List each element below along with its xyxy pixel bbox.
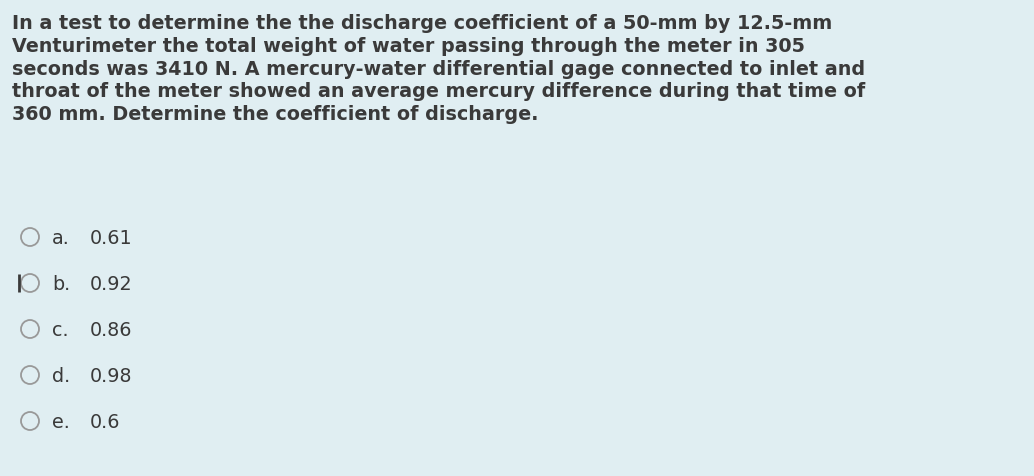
Text: 0.61: 0.61 (90, 228, 132, 247)
Text: 0.92: 0.92 (90, 274, 132, 293)
Text: c.: c. (52, 320, 68, 339)
Text: In a test to determine the the discharge coefficient of a 50-mm by 12.5-mm
Ventu: In a test to determine the the discharge… (12, 14, 865, 124)
Text: 0.98: 0.98 (90, 366, 132, 385)
Text: d.: d. (52, 366, 70, 385)
Text: a.: a. (52, 228, 70, 247)
Text: 0.86: 0.86 (90, 320, 132, 339)
Text: 0.6: 0.6 (90, 412, 121, 431)
Text: e.: e. (52, 412, 70, 431)
Text: b.: b. (52, 274, 70, 293)
